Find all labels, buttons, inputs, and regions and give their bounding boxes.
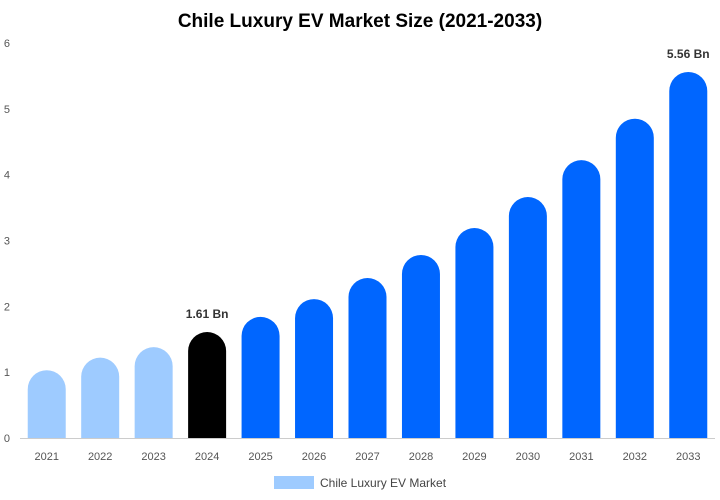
x-axis: 2021 2022 2023 2024 2025 2026 2027 2028 2029 2030… — [20, 438, 715, 463]
x-tick-label: 2025 — [248, 451, 272, 463]
bar-2029 — [455, 227, 494, 438]
x-tick-label: 2031 — [569, 451, 593, 463]
x-tick-label: 2032 — [623, 451, 647, 463]
y-tick-label: 4 — [4, 170, 10, 182]
bar-2024 — [188, 332, 227, 438]
x-tick-label: 2033 — [676, 451, 700, 463]
bars — [27, 71, 708, 438]
x-tick-label: 2024 — [195, 451, 219, 463]
x-tick-label: 2027 — [355, 451, 379, 463]
bar-2023 — [134, 347, 173, 438]
y-tick-label: 5 — [4, 104, 10, 116]
bar-2025 — [241, 316, 280, 438]
x-tick-label: 2028 — [409, 451, 433, 463]
bar-2028 — [401, 254, 440, 438]
bar-2027 — [348, 278, 387, 438]
data-label: 5.56 Bn — [667, 47, 710, 61]
bar-2021 — [27, 370, 66, 438]
x-tick-label: 2022 — [88, 451, 112, 463]
y-tick-label: 3 — [4, 236, 10, 248]
x-tick-label: 2029 — [462, 451, 486, 463]
bar-2030 — [508, 197, 547, 438]
chart-title: Chile Luxury EV Market Size (2021-2033) — [178, 11, 542, 32]
y-tick-label: 6 — [4, 38, 10, 50]
bar-2026 — [295, 299, 334, 438]
x-tick-label: 2023 — [141, 451, 165, 463]
legend-swatch — [274, 476, 314, 489]
x-tick-label: 2026 — [302, 451, 326, 463]
y-axis: 0 1 2 3 4 5 6 — [4, 38, 10, 445]
x-tick-label: 2030 — [516, 451, 540, 463]
legend-label: Chile Luxury EV Market — [320, 476, 447, 490]
x-tick-label: 2021 — [34, 451, 58, 463]
y-tick-label: 0 — [4, 433, 10, 445]
y-tick-label: 1 — [4, 367, 10, 379]
bar-2033 — [669, 71, 708, 438]
data-labels: 1.61 Bn 5.56 Bn — [186, 47, 710, 321]
bar-2032 — [615, 118, 654, 438]
bar-2031 — [562, 160, 601, 438]
bar-2022 — [81, 357, 120, 438]
data-label: 1.61 Bn — [186, 307, 229, 321]
y-tick-label: 2 — [4, 301, 10, 313]
